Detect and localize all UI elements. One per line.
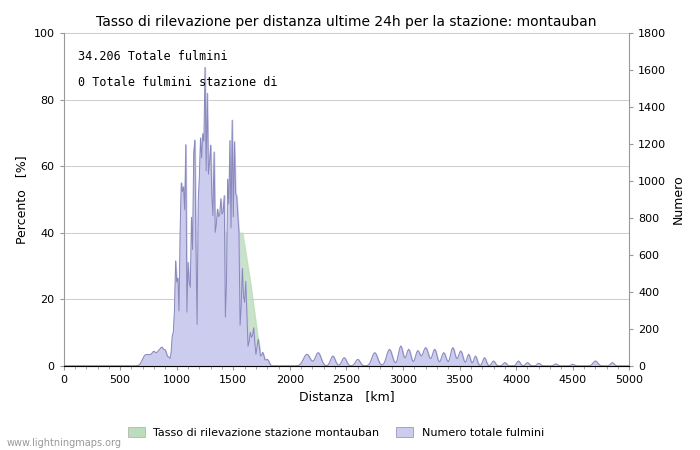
Text: 34.206 Totale fulmini: 34.206 Totale fulmini	[78, 50, 228, 63]
Y-axis label: Numero: Numero	[672, 175, 685, 224]
Y-axis label: Percento   [%]: Percento [%]	[15, 155, 28, 244]
Text: www.lightningmaps.org: www.lightningmaps.org	[7, 438, 122, 448]
Title: Tasso di rilevazione per distanza ultime 24h per la stazione: montauban: Tasso di rilevazione per distanza ultime…	[96, 15, 596, 29]
Legend: Tasso di rilevazione stazione montauban, Numero totale fulmini: Tasso di rilevazione stazione montauban,…	[123, 423, 549, 442]
X-axis label: Distanza   [km]: Distanza [km]	[299, 391, 394, 404]
Text: 0 Totale fulmini stazione di: 0 Totale fulmini stazione di	[78, 76, 277, 89]
